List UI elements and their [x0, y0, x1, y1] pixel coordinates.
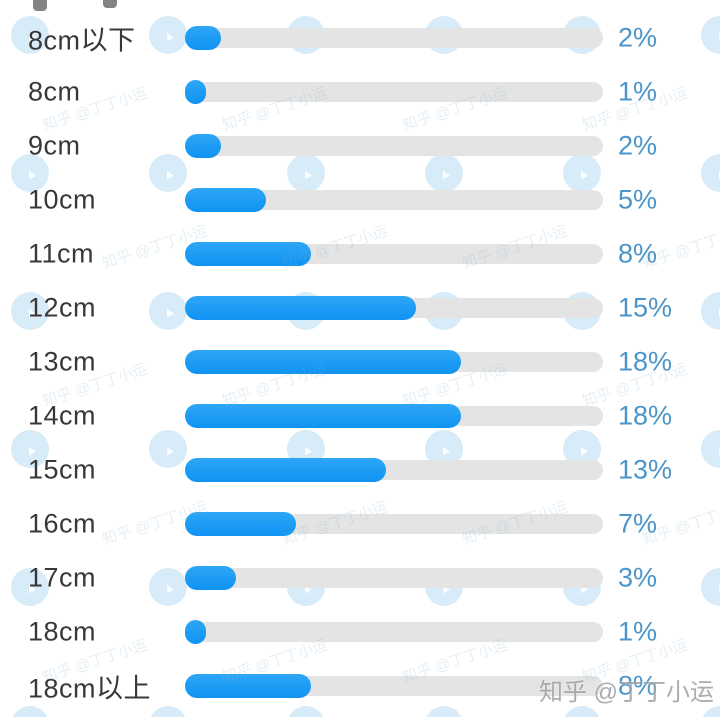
- bar-row: 12cm 15%: [0, 281, 720, 335]
- category-label: 16cm: [28, 508, 97, 539]
- bar-row: 17cm 3%: [0, 551, 720, 605]
- cropped-text-remnant: [103, 0, 117, 8]
- bar-row: 13cm 18%: [0, 335, 720, 389]
- bar-row: 18cm以上 8%: [0, 659, 720, 713]
- value-label: 15%: [618, 292, 673, 323]
- cropped-text-remnant: [33, 0, 47, 11]
- bar-fill: [185, 134, 221, 158]
- category-label: 12cm: [28, 292, 97, 323]
- bar-track: [185, 568, 603, 588]
- value-label: 7%: [618, 508, 658, 539]
- bar-track: [185, 82, 603, 102]
- bar-fill: [185, 350, 461, 374]
- value-label: 8%: [618, 670, 658, 701]
- bar-row: 8cm以下 2%: [0, 11, 720, 65]
- value-label: 2%: [618, 130, 658, 161]
- bar-fill: [185, 188, 266, 212]
- category-label: 8cm: [28, 76, 81, 107]
- bar-fill: [185, 242, 311, 266]
- bar-fill: [185, 26, 221, 50]
- category-label: 9cm: [28, 130, 81, 161]
- value-label: 3%: [618, 562, 658, 593]
- bar-fill: [185, 458, 386, 482]
- zhihu-credit-watermark: 知乎 @丁丁小运: [538, 679, 714, 706]
- value-label: 13%: [618, 454, 673, 485]
- bar-track: [185, 622, 603, 642]
- bar-fill: [185, 404, 461, 428]
- category-label: 10cm: [28, 184, 97, 215]
- bar-fill: [185, 512, 296, 536]
- bar-fill: [185, 296, 416, 320]
- bar-track: [185, 136, 603, 156]
- category-label: 8cm以下: [28, 25, 136, 56]
- bar-track: [185, 190, 603, 210]
- category-label: 15cm: [28, 454, 97, 485]
- category-label: 13cm: [28, 346, 97, 377]
- value-label: 1%: [618, 616, 658, 647]
- category-label: 11cm: [28, 238, 95, 269]
- bar-fill: [185, 674, 311, 698]
- category-label: 14cm: [28, 400, 97, 431]
- bar-track: [185, 28, 603, 48]
- category-label: 18cm以上: [28, 673, 152, 704]
- category-label: 18cm: [28, 616, 97, 647]
- bar-row: 14cm 18%: [0, 389, 720, 443]
- bar-row: 11cm 8%: [0, 227, 720, 281]
- value-label: 1%: [618, 76, 658, 107]
- bar-fill: [185, 80, 206, 104]
- value-label: 5%: [618, 184, 658, 215]
- bar-row: 18cm 1%: [0, 605, 720, 659]
- value-label: 2%: [618, 22, 658, 53]
- bar-row: 8cm 1%: [0, 65, 720, 119]
- bar-fill: [185, 620, 206, 644]
- bar-fill: [185, 566, 236, 590]
- bar-row: 16cm 7%: [0, 497, 720, 551]
- bar-row: 15cm 13%: [0, 443, 720, 497]
- bar-row: 10cm 5%: [0, 173, 720, 227]
- category-label: 17cm: [28, 562, 97, 593]
- bar-row: 9cm 2%: [0, 119, 720, 173]
- value-label: 8%: [618, 238, 658, 269]
- value-label: 18%: [618, 400, 673, 431]
- value-label: 18%: [618, 346, 673, 377]
